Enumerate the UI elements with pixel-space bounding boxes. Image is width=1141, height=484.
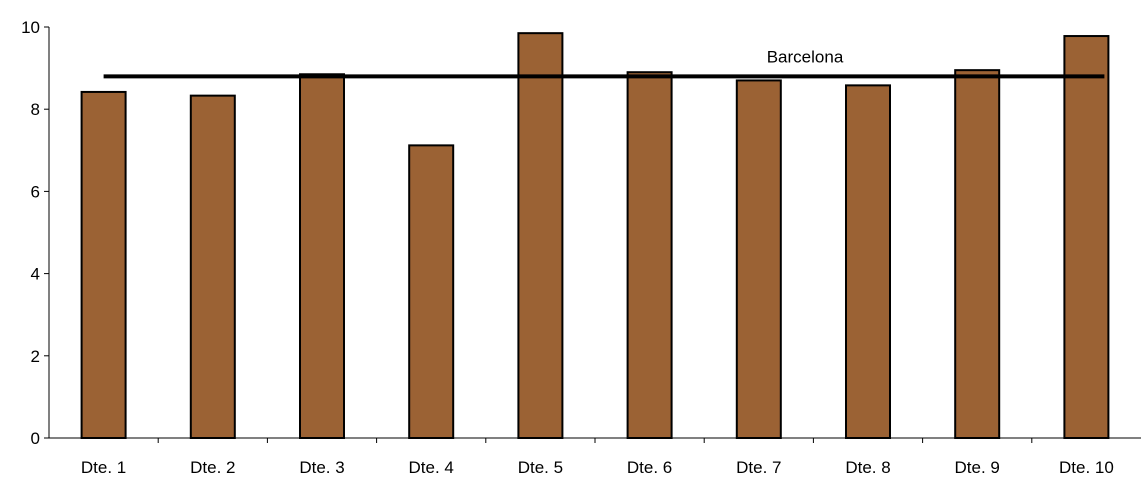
x-tick-label: Dte. 7 [736,458,781,477]
x-tick-label: Dte. 6 [627,458,672,477]
x-tick-label: Dte. 10 [1059,458,1114,477]
y-tick-label: 0 [31,429,40,448]
bar-dte-8 [845,84,891,439]
bars [80,32,1110,440]
bar-dte-7 [735,79,782,440]
reference-line-label: Barcelona [767,47,844,66]
y-tick-label: 6 [31,182,40,201]
x-tick-label: Dte. 2 [190,458,235,477]
y-tick-label: 10 [21,18,40,37]
bar-dte-5 [517,32,564,439]
bar-dte-3 [299,73,345,439]
y-tick-label: 2 [31,347,40,366]
y-axis: 0 2 4 6 8 10 [21,18,50,448]
bar-dte-1 [80,90,127,440]
bar-dte-6 [626,71,673,440]
reference-line-group: Barcelona [103,47,1105,79]
x-tick-label: Dte. 4 [409,458,454,477]
x-tick-label: Dte. 3 [299,458,344,477]
bar-dte-2 [189,94,236,440]
x-tick-label: Dte. 1 [81,458,126,477]
bar-dte-4 [408,144,455,439]
x-tick-label: Dte. 8 [845,458,890,477]
x-axis: Dte. 1 Dte. 2 Dte. 3 Dte. 4 Dte. 5 Dte. 6 Dte.… [49,437,1141,477]
x-tick-label: Dte. 5 [518,458,563,477]
bar-dte-10 [1063,35,1110,440]
x-tick-label: Dte. 9 [955,458,1000,477]
y-tick-label: 8 [31,100,40,119]
bar-dte-9 [954,69,1001,439]
y-tick-label: 4 [31,265,40,284]
